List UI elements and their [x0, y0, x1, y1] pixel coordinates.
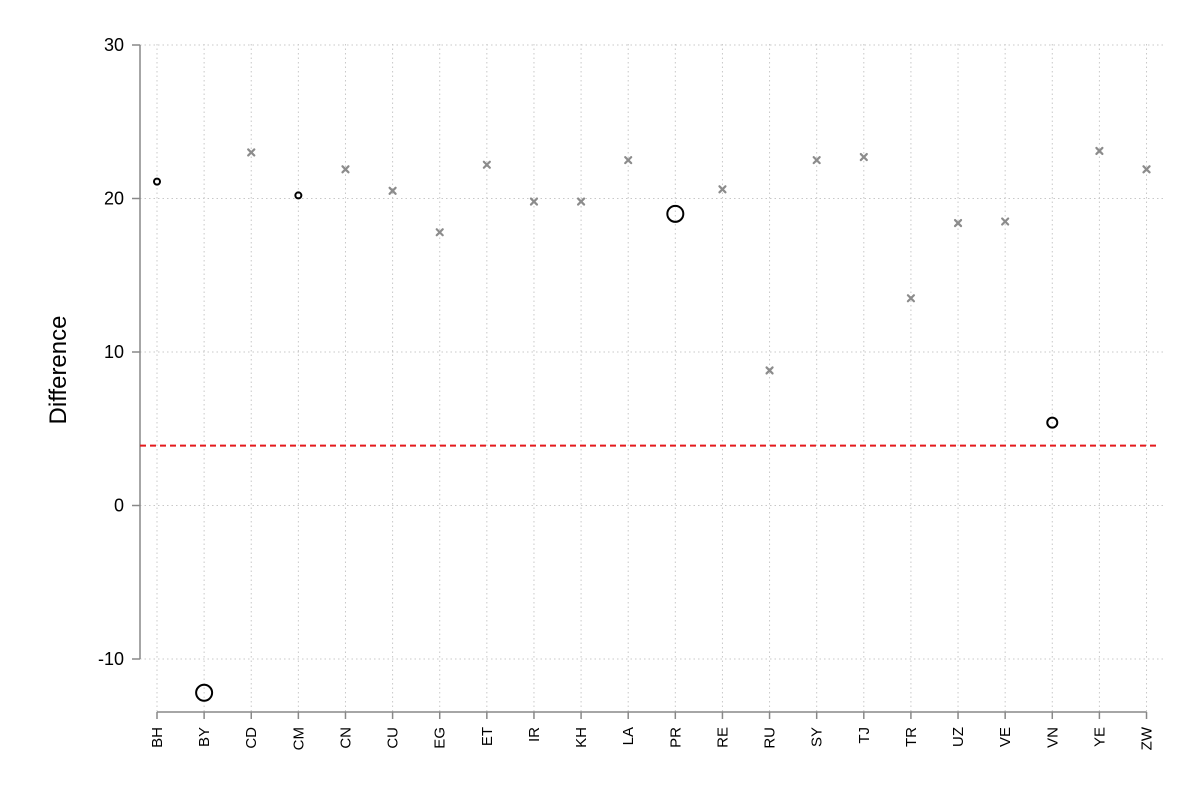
x-mark-stroke	[718, 185, 727, 194]
axes: -10 0 10 20 30 BH BY CD CM CN CU EG ET IR KH LA PR RE RU SY…	[98, 35, 1156, 750]
x-tick-label: RE	[714, 727, 731, 748]
x-mark-stroke	[624, 156, 633, 165]
data-point-RU	[765, 366, 774, 375]
x-mark-stroke	[435, 228, 444, 237]
x-tick-label: BH	[149, 727, 166, 748]
x-tick-label: RU	[762, 727, 779, 749]
x-tick-label: ZW	[1139, 726, 1156, 750]
x-tick-label: CM	[290, 727, 307, 750]
data-point-RE	[718, 185, 727, 194]
y-tick-label: 10	[104, 342, 124, 362]
y-axis-title: Difference	[45, 316, 72, 425]
x-mark-stroke	[859, 152, 868, 162]
x-mark-stroke	[906, 294, 916, 303]
x-tick-label: EG	[432, 727, 449, 749]
x-tick-label: CN	[337, 727, 354, 749]
x-tick-label: ET	[479, 727, 496, 746]
data-point-VE	[1001, 217, 1010, 226]
data-point-KH	[576, 197, 586, 206]
x-mark-stroke	[341, 165, 350, 174]
data-point-CD	[247, 148, 256, 157]
x-tick-label: LA	[620, 727, 637, 745]
data-points	[153, 146, 1151, 702]
data-point-UZ	[953, 218, 963, 228]
x-tick-label: TR	[903, 727, 920, 747]
x-tick-label: VN	[1044, 727, 1061, 748]
data-point-LA	[624, 156, 633, 165]
y-tick-label: -10	[98, 649, 124, 669]
x-mark-stroke	[529, 197, 539, 206]
x-tick-label: KH	[573, 727, 590, 748]
x-mark-stroke	[1001, 217, 1010, 226]
x-mark-stroke	[247, 148, 256, 157]
x-mark-stroke	[576, 197, 586, 206]
data-point-EG	[435, 228, 444, 237]
data-point-CU	[388, 186, 397, 195]
x-tick-label: UZ	[950, 727, 967, 747]
x-mark-stroke	[388, 186, 397, 195]
data-point-BH	[153, 177, 161, 186]
x-tick-label: VE	[997, 727, 1014, 747]
y-tick-label: 20	[104, 189, 124, 209]
data-point-SY	[812, 156, 821, 165]
grid	[140, 44, 1163, 712]
x-mark-stroke	[765, 366, 774, 375]
x-tick-label: TJ	[856, 727, 873, 744]
data-point-TJ	[859, 152, 868, 162]
y-tick-label: 0	[114, 496, 124, 516]
x-tick-label: YE	[1091, 727, 1108, 747]
x-tick-label: SY	[809, 727, 826, 747]
data-point-CN	[341, 165, 350, 174]
x-tick-label: CD	[243, 727, 260, 749]
data-point-TR	[906, 294, 916, 303]
x-mark-stroke	[1095, 146, 1104, 156]
data-point-ET	[482, 160, 491, 169]
x-tick-label: IR	[526, 727, 543, 742]
x-mark-stroke	[1142, 165, 1151, 174]
data-point-VN	[1046, 416, 1059, 429]
data-point-IR	[529, 197, 539, 206]
x-tick-label: CU	[385, 727, 402, 749]
data-point-PR	[666, 204, 685, 223]
x-mark-stroke	[482, 160, 491, 169]
y-tick-label: 30	[104, 35, 124, 55]
data-point-YE	[1095, 146, 1104, 156]
data-point-BY	[195, 683, 214, 702]
data-point-CM	[294, 191, 303, 200]
data-point-ZW	[1142, 165, 1151, 174]
x-mark-stroke	[812, 156, 821, 165]
x-tick-label: BY	[196, 727, 213, 747]
x-mark-stroke	[953, 218, 963, 228]
x-tick-label: PR	[667, 727, 684, 748]
